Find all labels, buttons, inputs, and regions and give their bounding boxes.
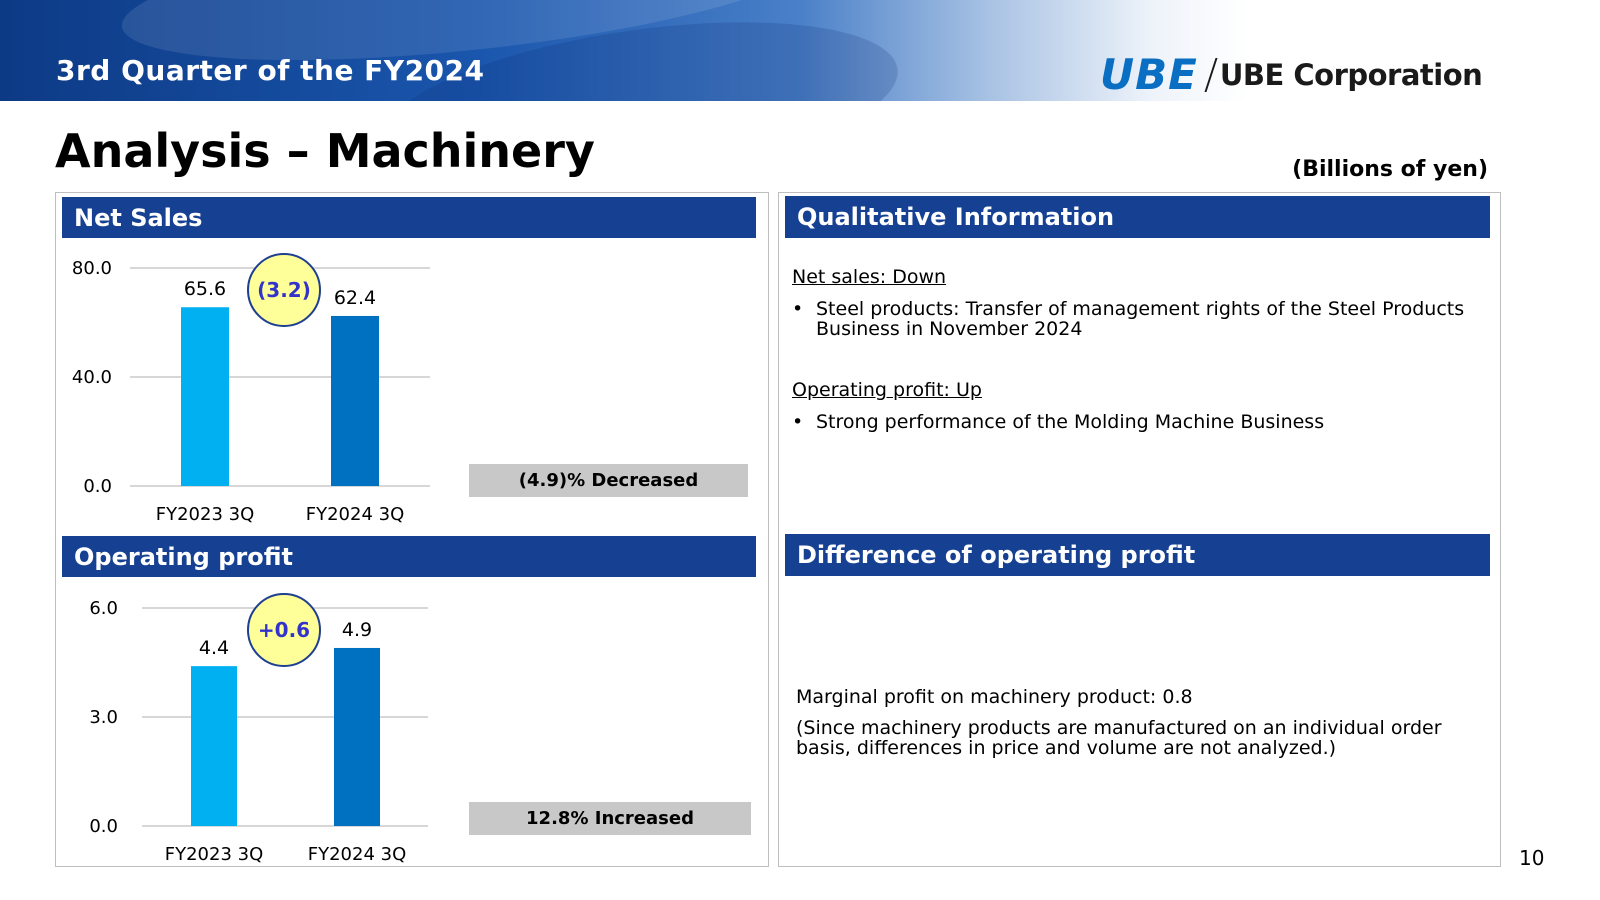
data-label: 4.9 [342,619,372,641]
difference-badge [247,253,321,327]
data-label: 4.4 [199,637,229,659]
bullet-dot: • [792,298,804,320]
company-name: UBE Corporation [1219,58,1483,92]
net-sales-bullet: • Steel products: Transfer of management… [792,299,1482,339]
bar [191,666,237,826]
difference-header: Difference of operating profit [785,534,1490,576]
operating-profit-heading: Operating profit: Up [792,379,982,401]
info-panel [778,192,1501,867]
difference-badge [247,593,321,667]
page-title: Analysis – Machinery [55,124,595,178]
net-sales-header: Net Sales [62,197,756,238]
operating-profit-header: Operating profit [62,536,756,577]
y-tick-label: 6.0 [89,598,118,619]
x-tick-label: FY2023 3Q [156,504,255,525]
difference-label: +0.6 [258,618,310,642]
charts-panel [55,192,769,867]
operating-profit-bullet-text: Strong performance of the Molding Machin… [816,411,1325,433]
bar [334,647,380,826]
data-label: 62.4 [334,287,376,309]
logo-separator [1204,58,1218,92]
x-tick-label: FY2023 3Q [165,844,264,865]
net-sales-chart: 0.0 40.0 80.0 65.6 FY2023 3Q 62.4 FY2024 3Q (3.… [72,253,430,525]
y-tick-label: 3.0 [89,707,118,728]
bullet-dot: • [792,411,804,433]
company-logo: UBE UBE Corporation [1100,50,1483,99]
y-tick-label: 40.0 [72,367,112,388]
operating-profit-change-box: 12.8% Increased [469,802,751,835]
ube-logo-mark: UBE [1100,50,1198,99]
net-sales-heading: Net sales: Down [792,266,947,288]
data-label: 65.6 [184,278,226,300]
y-tick-label: 0.0 [89,816,118,837]
qualitative-header: Qualitative Information [785,196,1490,238]
x-tick-label: FY2024 3Q [308,844,407,865]
y-tick-label: 0.0 [83,476,112,497]
x-tick-label: FY2024 3Q [306,504,405,525]
bar [181,307,229,486]
net-sales-change-box: (4.9)% Decreased [469,464,748,497]
bar [331,315,379,486]
analysis-note: (Since machinery products are manufactur… [796,717,1442,759]
quarter-label: 3rd Quarter of the FY2024 [56,54,485,87]
net-sales-bullet-text: Steel products: Transfer of management r… [816,298,1465,340]
y-tick-label: 80.0 [72,258,112,279]
header-banner [0,0,1600,101]
marginal-profit-text: Marginal profit on machinery product: 0.… [796,686,1193,708]
page-number: 10 [1519,846,1545,870]
operating-profit-chart: 0.0 3.0 6.0 4.4 FY2023 3Q 4.9 FY2024 3Q +0.6 [89,593,428,865]
operating-profit-bullet: • Strong performance of the Molding Mach… [792,412,1482,432]
units-label: (Billions of yen) [1292,157,1488,182]
difference-label: (3.2) [257,278,311,302]
